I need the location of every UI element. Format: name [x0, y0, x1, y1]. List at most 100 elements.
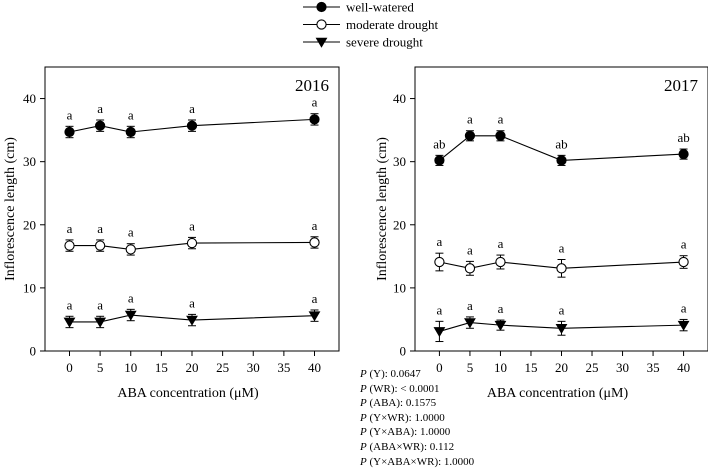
data-point	[64, 126, 75, 138]
significance-label: a	[189, 295, 195, 310]
significance-label: a	[559, 240, 565, 255]
stat-line: P (Y×ABA): 1.0000	[360, 426, 451, 439]
data-point	[434, 256, 445, 268]
data-point	[556, 155, 567, 166]
y-axis-label: Inflorescence length (cm)	[3, 137, 18, 281]
data-point	[434, 155, 445, 166]
data-point	[464, 130, 476, 141]
panel-title: 2016	[295, 76, 329, 95]
x-tick-label: 15	[155, 360, 168, 375]
significance-label: a	[67, 221, 73, 236]
significance-label: ab	[677, 130, 689, 145]
significance-label: ab	[433, 136, 445, 151]
data-point	[309, 237, 320, 248]
significance-label: a	[467, 112, 473, 127]
data-point	[433, 327, 446, 338]
x-tick-label: 40	[677, 360, 690, 375]
significance-label: a	[312, 218, 318, 233]
data-point	[678, 148, 689, 160]
data-point	[495, 256, 506, 268]
stat-line: P (WR): < 0.0001	[360, 382, 440, 395]
y-axis-label: Inflorescence length (cm)	[375, 137, 390, 281]
significance-label: a	[189, 218, 195, 233]
data-point	[94, 317, 107, 328]
x-tick-label: 20	[555, 360, 568, 375]
x-tick-label: 10	[124, 360, 137, 375]
data-point	[95, 120, 106, 131]
data-point	[464, 318, 476, 329]
data-point	[186, 237, 198, 249]
legend: well-watered moderate drought severe droug…	[303, 0, 438, 50]
significance-label: a	[97, 101, 103, 116]
series-well-watered: ab a a ab ab	[433, 112, 690, 166]
x-axis-label: ABA concentration (μM)	[117, 386, 259, 401]
significance-label: a	[467, 242, 473, 257]
significance-label: a	[467, 298, 473, 313]
data-point	[125, 126, 136, 138]
stat-line: P (Y): 0.0647	[360, 368, 421, 380]
legend-marker	[316, 1, 327, 13]
y-tick-label: 30	[393, 154, 406, 169]
x-tick-label: 0	[436, 360, 443, 375]
x-tick-label: 25	[586, 360, 599, 375]
data-point	[124, 310, 137, 321]
y-tick-label: 20	[393, 217, 406, 232]
y-tick-label: 10	[23, 280, 36, 295]
y-tick-label: 40	[393, 91, 406, 106]
significance-label: a	[97, 221, 103, 236]
x-tick-label: 5	[467, 360, 474, 375]
significance-label: a	[312, 95, 318, 110]
significance-label: a	[559, 302, 565, 317]
data-point	[64, 240, 75, 251]
significance-label: a	[128, 290, 134, 305]
y-tick-label: 10	[393, 280, 406, 295]
stat-line: P (Y×WR): 1.0000	[360, 411, 445, 424]
chart-panel-2016: 2016 0 10 20 30 40 0 5 10 15 20 25 30 35 40 ABA concent…	[3, 66, 340, 401]
chart-panel-2017: 2017 0 10 20 30 40 0 5 10 15 20 25 30 35 40 ABA concent…	[375, 66, 708, 401]
y-tick-label: 0	[30, 344, 37, 359]
x-tick-label: 30	[247, 360, 260, 375]
x-tick-label: 0	[66, 360, 73, 375]
significance-label: a	[67, 107, 73, 122]
stat-line: P (ABA): 0.1575	[360, 397, 437, 410]
legend-label: well-watered	[346, 0, 414, 15]
y-tick-label: 30	[23, 154, 36, 169]
legend-marker	[316, 19, 327, 30]
significance-label: a	[681, 237, 687, 252]
data-point	[186, 120, 198, 131]
legend-label: moderate drought	[346, 17, 438, 32]
x-tick-label: 20	[186, 360, 199, 375]
data-point	[678, 256, 689, 268]
stat-line: P (Y×ABA×WR): 1.0000	[360, 455, 475, 468]
x-tick-label: 30	[616, 360, 629, 375]
x-tick-label: 10	[494, 360, 507, 375]
data-point	[186, 315, 198, 326]
x-tick-label: 15	[524, 360, 537, 375]
significance-label: a	[498, 112, 504, 127]
data-point	[495, 130, 506, 141]
data-point	[464, 263, 476, 274]
significance-label: a	[67, 297, 73, 312]
legend-label: severe drought	[346, 35, 423, 50]
stat-line: P (ABA×WR): 0.112	[360, 440, 455, 453]
x-tick-label: 35	[277, 360, 290, 375]
statistics-block: P (Y): 0.0647 P (WR): < 0.0001 P (ABA): …	[360, 367, 474, 469]
significance-label: a	[128, 225, 134, 240]
significance-label: a	[97, 297, 103, 312]
significance-label: a	[189, 101, 195, 116]
significance-label: a	[437, 302, 443, 317]
x-tick-label: 25	[216, 360, 229, 375]
data-point	[63, 317, 76, 328]
data-point	[556, 263, 567, 274]
data-point	[125, 244, 136, 255]
significance-label: a	[312, 291, 318, 306]
data-point	[308, 311, 321, 322]
significance-label: a	[681, 300, 687, 315]
significance-label: a	[437, 234, 443, 249]
